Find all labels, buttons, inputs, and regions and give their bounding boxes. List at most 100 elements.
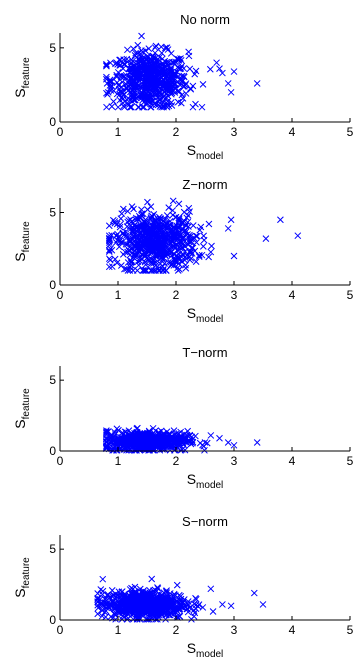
scatter-point bbox=[191, 609, 199, 617]
scatter-point bbox=[141, 64, 149, 72]
scatter-point bbox=[134, 75, 142, 82]
scatter-point bbox=[119, 238, 126, 246]
scatter-point bbox=[184, 598, 192, 605]
scatter-point bbox=[177, 231, 184, 238]
scatter-point bbox=[294, 232, 302, 240]
y-tick-label: 0 bbox=[49, 115, 56, 129]
x-axis-label: Smodel bbox=[187, 471, 224, 491]
scatter-point bbox=[136, 56, 144, 63]
scatter-point bbox=[161, 260, 168, 268]
scatter-point bbox=[177, 65, 185, 72]
scatter-point bbox=[120, 60, 128, 68]
scatter-point bbox=[197, 223, 205, 231]
scatter-point bbox=[127, 604, 135, 612]
x-tick-label: 4 bbox=[289, 623, 296, 637]
scatter-point bbox=[107, 433, 115, 441]
scatter-point bbox=[151, 44, 159, 51]
x-tick-label: 3 bbox=[231, 125, 238, 139]
scatter-point bbox=[175, 442, 183, 450]
scatter-point bbox=[106, 82, 114, 89]
scatter-point bbox=[103, 604, 111, 612]
scatter-point bbox=[142, 261, 150, 269]
scatter-point bbox=[189, 82, 197, 90]
scatter-point bbox=[116, 61, 124, 69]
scatter-point bbox=[151, 231, 159, 238]
scatter-point bbox=[186, 248, 193, 255]
subplot-title: T−norm bbox=[182, 345, 227, 360]
scatter-point bbox=[186, 253, 193, 261]
scatter-point bbox=[168, 99, 175, 106]
scatter-point bbox=[161, 226, 169, 234]
scatter-point bbox=[117, 238, 125, 246]
x-tick-label: 2 bbox=[173, 454, 180, 468]
scatter-point bbox=[171, 256, 179, 263]
scatter-point bbox=[120, 72, 128, 80]
scatter-point bbox=[171, 80, 178, 88]
scatter-point bbox=[128, 258, 136, 265]
scatter-point bbox=[154, 251, 162, 259]
scatter-point bbox=[110, 98, 117, 105]
scatter-point bbox=[142, 220, 149, 228]
subplot-title: No norm bbox=[180, 12, 230, 27]
scatter-point bbox=[201, 446, 208, 454]
scatter-point bbox=[142, 615, 150, 623]
scatter-point bbox=[118, 93, 126, 101]
scatter-point bbox=[153, 74, 160, 82]
scatter-point bbox=[103, 60, 110, 68]
scatter-point bbox=[167, 435, 175, 442]
axes bbox=[59, 198, 351, 286]
scatter-point bbox=[131, 96, 139, 104]
subplot-1: No norm 0 1 2 3 4 5 0 5 Smodel Sfeature bbox=[12, 12, 354, 162]
scatter-point bbox=[170, 590, 178, 598]
scatter-point bbox=[168, 610, 175, 618]
scatter-point bbox=[193, 232, 201, 240]
scatter-point bbox=[103, 435, 110, 443]
scatter-point bbox=[156, 84, 163, 92]
scatter-point bbox=[105, 222, 113, 230]
scatter-points bbox=[103, 32, 261, 111]
scatter-point bbox=[154, 69, 162, 77]
scatter-point bbox=[99, 575, 107, 583]
scatter-point bbox=[192, 594, 199, 602]
scatter-point bbox=[156, 73, 164, 80]
scatter-point bbox=[134, 41, 142, 49]
scatter-point bbox=[253, 80, 261, 87]
scatter-point bbox=[110, 592, 118, 599]
scatter-point bbox=[143, 86, 150, 94]
scatter-point bbox=[175, 235, 183, 242]
scatter-point bbox=[192, 232, 200, 240]
scatter-point bbox=[132, 223, 139, 231]
scatter-point bbox=[117, 215, 125, 222]
scatter-point bbox=[124, 267, 132, 274]
x-tick-label: 5 bbox=[347, 454, 354, 468]
scatter-point bbox=[184, 241, 192, 249]
scatter-point bbox=[208, 242, 215, 250]
scatter-point bbox=[277, 216, 284, 224]
scatter-point bbox=[136, 585, 144, 593]
scatter-point bbox=[230, 252, 238, 260]
x-tick-label: 3 bbox=[231, 288, 238, 302]
scatter-point bbox=[167, 50, 175, 57]
scatter-point bbox=[144, 95, 152, 103]
scatter-point bbox=[174, 264, 181, 272]
scatter-point bbox=[143, 597, 150, 605]
scatter-point bbox=[105, 248, 113, 256]
scatter-point bbox=[182, 261, 189, 269]
scatter-point bbox=[158, 248, 166, 256]
scatter-point bbox=[146, 235, 154, 243]
scatter-point bbox=[116, 223, 124, 231]
scatter-point bbox=[110, 610, 118, 618]
scatter-point bbox=[152, 63, 160, 71]
scatter-point bbox=[167, 226, 175, 234]
scatter-point bbox=[157, 43, 165, 51]
scatter-point bbox=[154, 585, 162, 592]
scatter-point bbox=[133, 425, 141, 433]
scatter-point bbox=[195, 251, 203, 259]
scatter-point bbox=[137, 441, 145, 449]
scatter-point bbox=[123, 437, 131, 445]
scatter-point bbox=[147, 203, 155, 210]
scatter-point bbox=[126, 586, 134, 593]
scatter-point bbox=[114, 608, 122, 616]
x-tick-label: 3 bbox=[231, 454, 238, 468]
scatter-point bbox=[144, 602, 152, 610]
